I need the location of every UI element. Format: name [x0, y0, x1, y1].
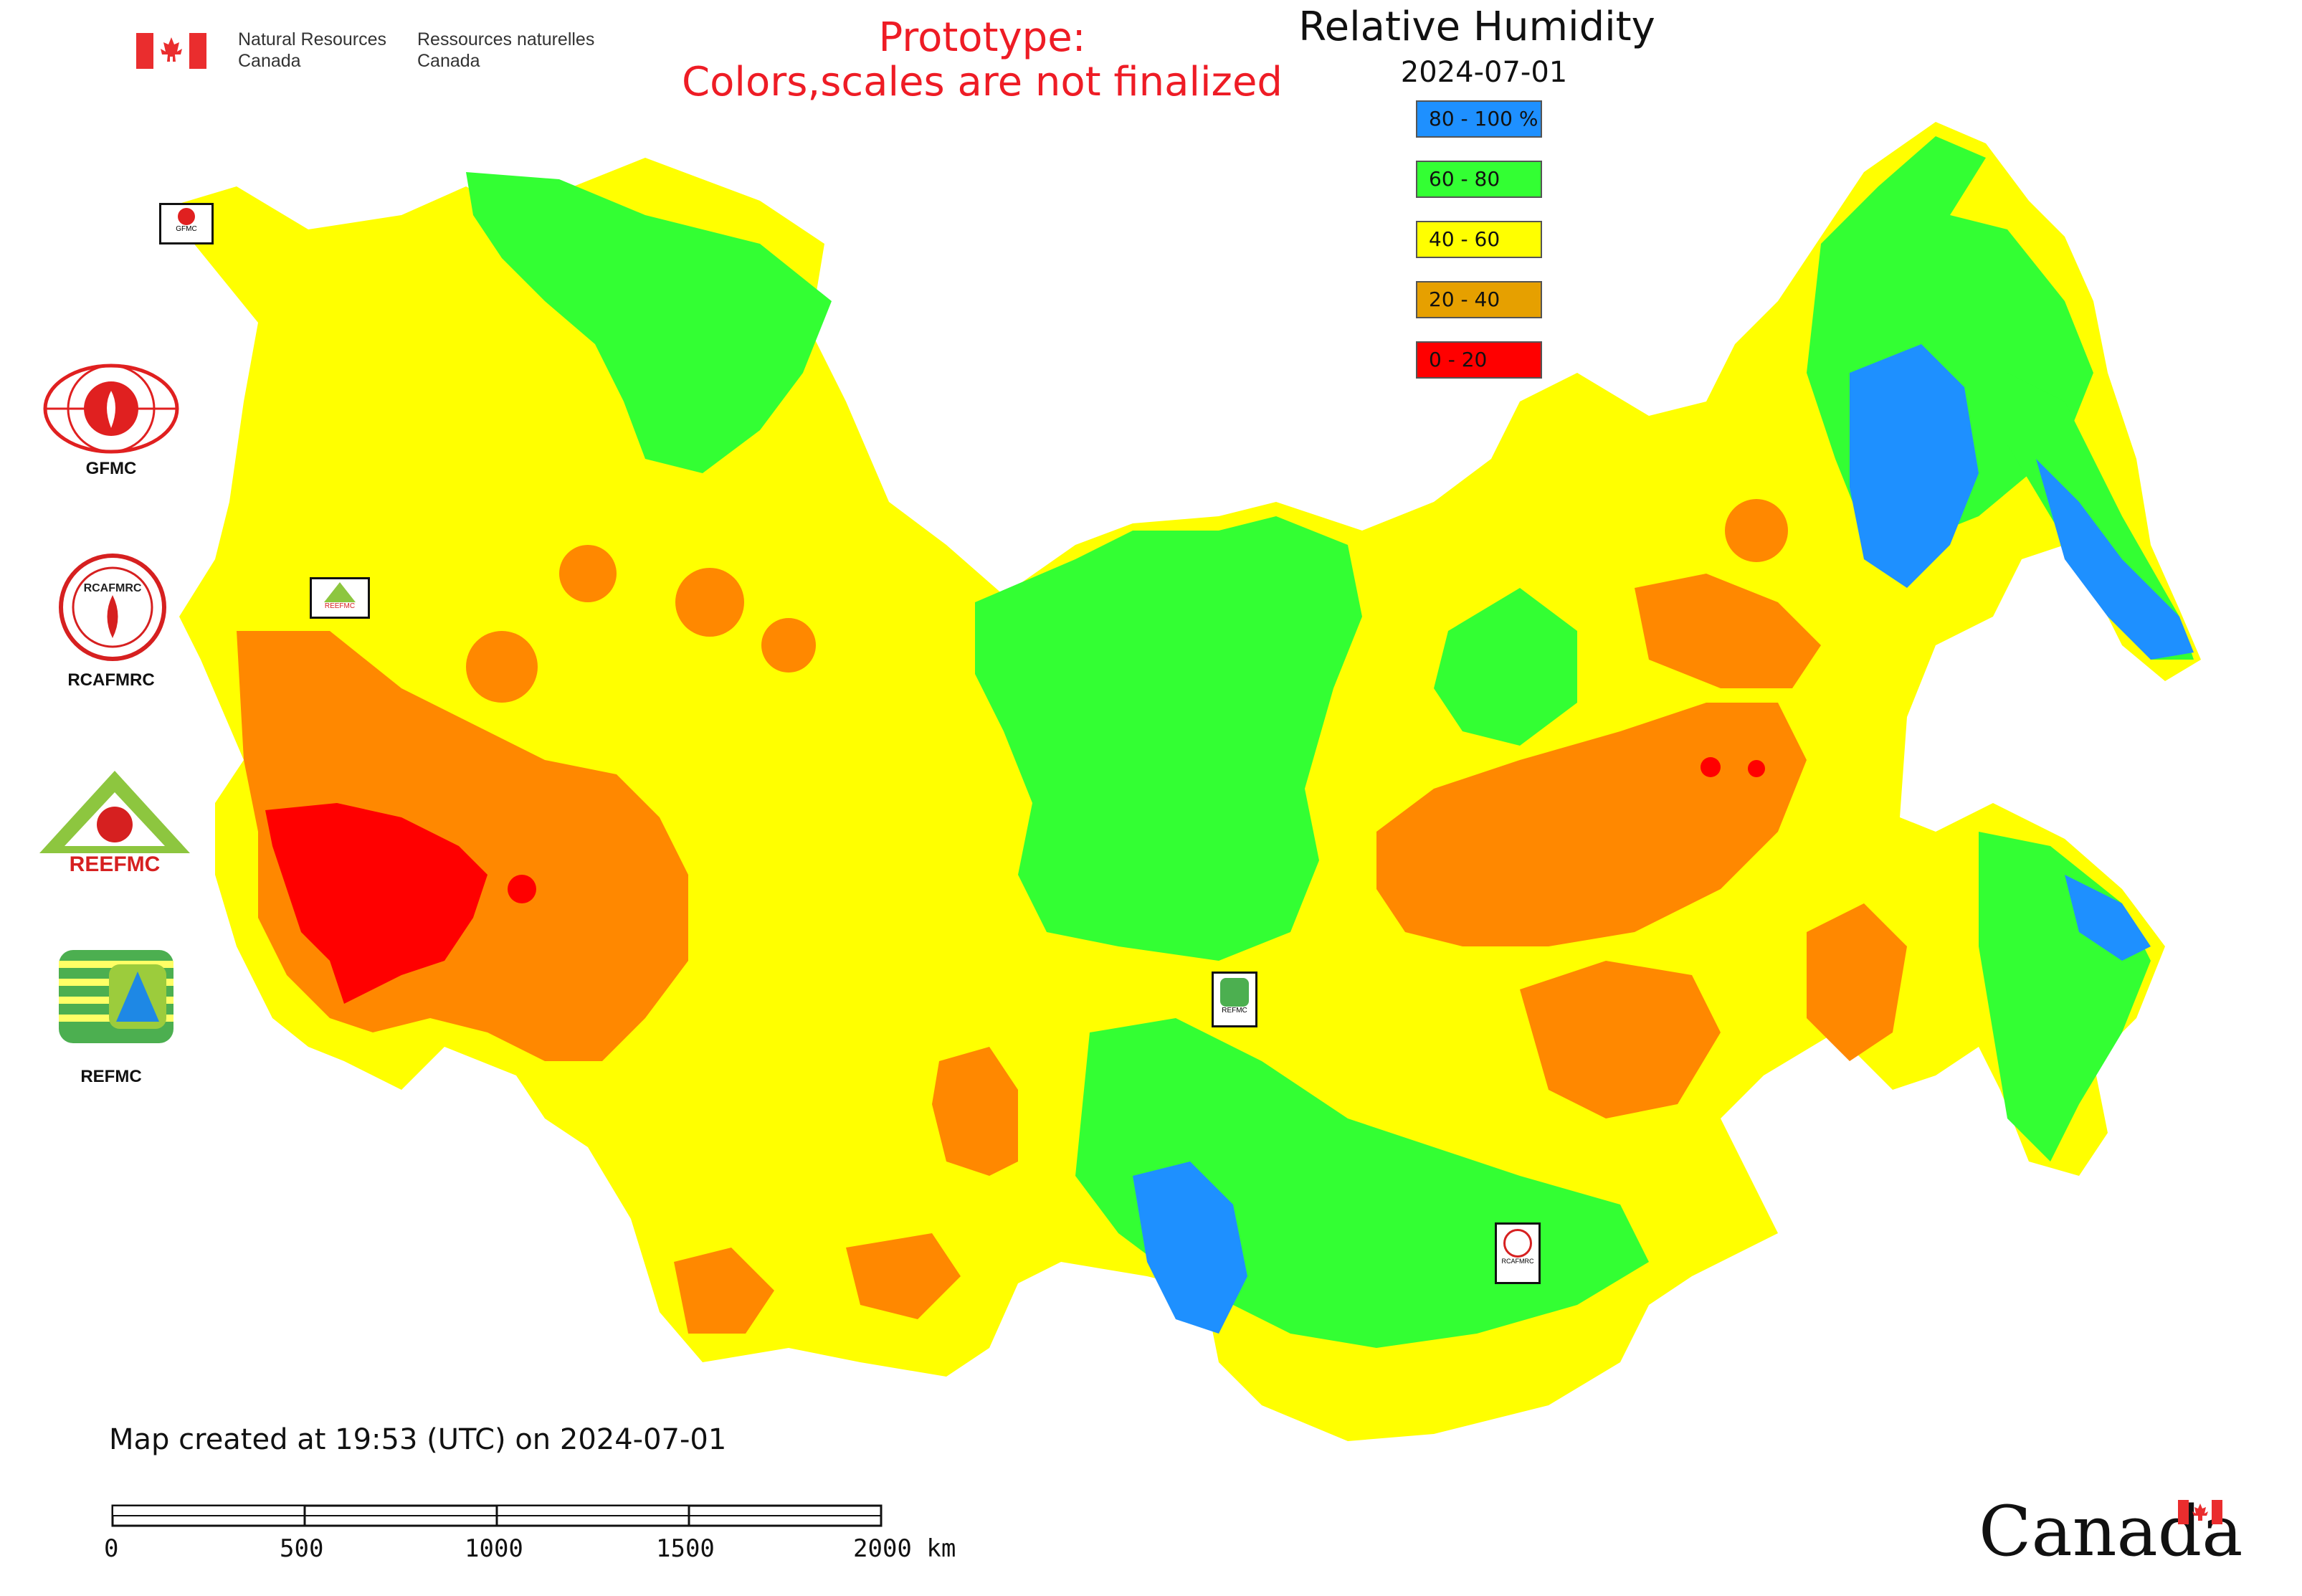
legend-item-80-100: 80 - 100 % [1416, 100, 1542, 138]
humidity-zone-dry-baikal [1520, 961, 1721, 1118]
scale-bar [111, 1504, 883, 1527]
reefmc-map-marker: REEFMC [310, 577, 370, 619]
scale-label-1000: 1000 [465, 1534, 523, 1563]
humidity-zone-wet-altai [1133, 1162, 1247, 1334]
gfmc-map-marker: GFMC [159, 203, 214, 244]
scale-label-2000: 2000 km [853, 1534, 956, 1563]
canada-flag-icon [136, 33, 206, 69]
humidity-zone-dry-south [674, 1248, 774, 1334]
humidity-spot-dry-4 [1725, 499, 1788, 562]
refmc-logo [59, 950, 173, 1043]
map-date: 2024-07-01 [1400, 56, 1568, 89]
humidity-zone-wet-far-east [1850, 344, 1979, 588]
prototype-notice: Prototype: Colors,scales are not finaliz… [682, 14, 1283, 105]
scale-label-1500: 1500 [656, 1534, 715, 1563]
humidity-spot-very-dry-1 [508, 875, 536, 903]
gfmc-label: GFMC [85, 459, 137, 478]
humidity-zone-dry-kazakh [932, 1047, 1018, 1176]
humidity-zone-wet-kamchatka [2036, 459, 2194, 660]
scale-label-0: 0 [104, 1534, 119, 1563]
reefmc-logo: REEFMC [39, 771, 190, 875]
map-title: Relative Humidity [1298, 4, 1655, 50]
humidity-spot-very-dry-3 [1748, 760, 1765, 777]
humidity-spot-dry-1 [675, 568, 744, 637]
humidity-zone-dry-yakutia-north [1635, 574, 1821, 688]
canada-wordmark: Canada [1979, 1491, 2243, 1572]
department-name-en: Natural Resources Canada [238, 29, 387, 71]
humidity-zone-dry-east-siberia [1376, 703, 1807, 946]
rcafmrc-label: RCAFMRC [67, 670, 155, 690]
humidity-spot-very-dry-2 [1701, 757, 1721, 777]
humidity-spot-dry-3 [559, 545, 617, 602]
refmc-label: REFMC [80, 1067, 142, 1086]
humidity-zone-wet-sakhalin [2065, 875, 2151, 961]
scale-label-500: 500 [280, 1534, 324, 1563]
government-header: Natural Resources Canada Ressources natu… [136, 29, 602, 79]
humidity-zone-very-dry [265, 803, 487, 1004]
humidity-zone-moist-yakutia [1434, 588, 1577, 746]
svg-text:RCAFMRC: RCAFMRC [84, 582, 142, 594]
rcafmrc-map-marker: RCAFMRC [1495, 1222, 1541, 1284]
humidity-zone-moist-west-siberia [975, 516, 1362, 961]
legend-item-40-60: 40 - 60 [1416, 221, 1542, 258]
map-created-timestamp: Map created at 19:53 (UTC) on 2024-07-01 [109, 1423, 727, 1456]
gfmc-logo [43, 364, 179, 454]
legend-item-0-20: 0 - 20 [1416, 341, 1542, 379]
refmc-map-marker: REFMC [1212, 972, 1257, 1027]
department-name-fr: Ressources naturelles Canada [417, 29, 595, 71]
legend-item-20-40: 20 - 40 [1416, 281, 1542, 318]
humidity-zone-dry-amur [1807, 903, 1907, 1061]
wordmark-flag-icon [2178, 1500, 2222, 1524]
rcafmrc-logo: RCAFMRC [59, 554, 166, 661]
legend-item-60-80: 60 - 80 [1416, 161, 1542, 198]
humidity-zone-moist-amur [1979, 832, 2151, 1162]
humidity-spot-dry-2 [761, 618, 816, 673]
humidity-zone-moist-kola [466, 172, 832, 473]
humidity-spot-dry-5 [466, 631, 538, 703]
humidity-zone-dry-south-2 [846, 1233, 961, 1319]
svg-text:REEFMC: REEFMC [70, 852, 161, 875]
